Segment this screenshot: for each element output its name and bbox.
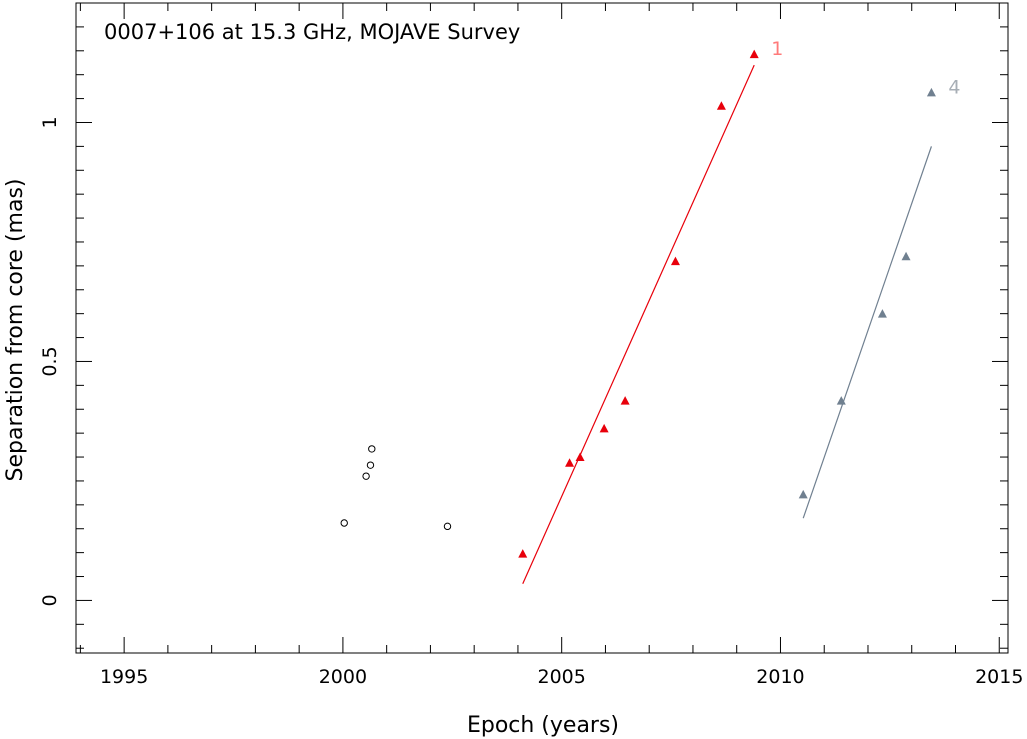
- triangle-point-1: [599, 423, 609, 433]
- y-tick-label: 0: [39, 594, 61, 606]
- triangle-point-1: [565, 458, 575, 467]
- plot-frame: [75, 2, 1009, 654]
- open-circle-point: [340, 519, 348, 527]
- x-tick-label: 2010: [756, 666, 804, 688]
- triangle-point-1: [620, 396, 630, 405]
- triangle-point-4: [836, 396, 846, 405]
- y-axis-title: Separation from core (mas): [3, 179, 28, 482]
- triangle-point-4: [901, 251, 911, 261]
- triangle-point-4: [877, 309, 887, 318]
- open-circle-point: [366, 461, 375, 469]
- triangle-point-1: [518, 549, 528, 558]
- series-label-4: 4: [948, 76, 960, 98]
- fit-line-1: [522, 64, 755, 584]
- open-circle-point: [362, 472, 370, 480]
- series-label-1: 1: [771, 38, 783, 60]
- triangle-point-1: [575, 452, 585, 462]
- x-tick-label: 2000: [319, 666, 367, 688]
- axis-ticks: [76, 3, 1008, 653]
- triangle-point-1: [749, 49, 759, 59]
- tick-labels: 1995 2000 2005 2010 2015 0 0.5 1 1 4: [39, 38, 1023, 688]
- x-tick-label: 2015: [975, 666, 1023, 688]
- x-axis-title: Epoch (years): [467, 713, 619, 738]
- x-tick-label: 1995: [100, 666, 148, 688]
- chart-title: 0007+106 at 15.3 GHz, MOJAVE Survey: [104, 20, 520, 44]
- triangle-point-4: [926, 87, 936, 97]
- fit-lines: [522, 64, 932, 584]
- open-circle-point: [443, 522, 452, 531]
- triangle-point-1: [716, 101, 726, 110]
- open-circle-point: [368, 445, 376, 453]
- data-marks: [340, 49, 936, 558]
- triangle-point-4: [798, 489, 808, 499]
- y-tick-label: 1: [39, 116, 61, 128]
- fit-line-4: [802, 146, 932, 519]
- y-tick-label: 0.5: [39, 346, 61, 376]
- triangle-point-1: [670, 256, 680, 266]
- x-tick-label: 2005: [538, 666, 586, 688]
